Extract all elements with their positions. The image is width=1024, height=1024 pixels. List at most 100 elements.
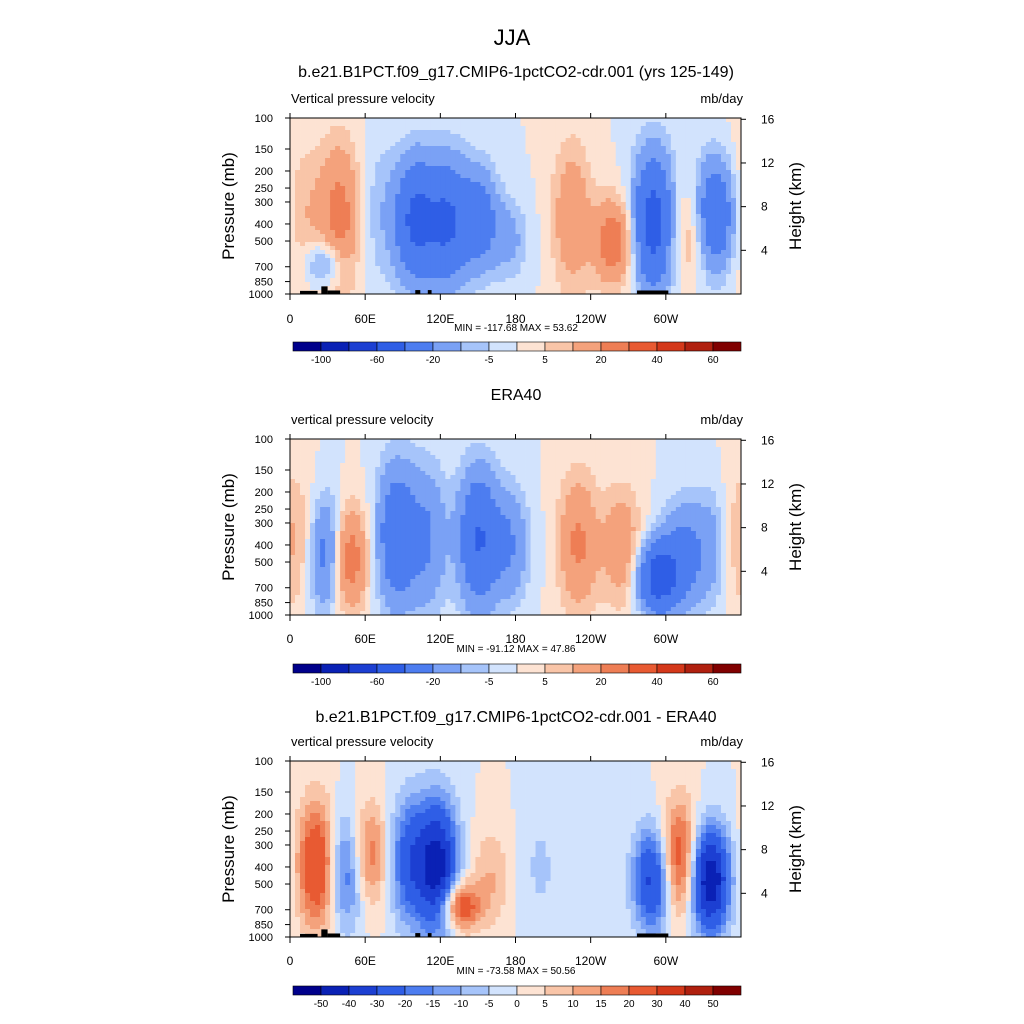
- heatmap-cell: [615, 122, 622, 127]
- heatmap-cell: [680, 158, 687, 163]
- heatmap-cell: [405, 447, 411, 452]
- heatmap-cell: [620, 234, 627, 239]
- heatmap-cell: [495, 266, 501, 271]
- heatmap-cell: [665, 186, 672, 191]
- heatmap-cell: [315, 158, 321, 163]
- heatmap-cell: [330, 194, 336, 199]
- heatmap-cell: [725, 218, 732, 223]
- heatmap-cell: [390, 250, 396, 255]
- colorbar-swatch: [572, 341, 602, 352]
- heatmap-cell: [385, 182, 391, 187]
- heatmap-cell: [355, 130, 361, 135]
- heatmap-cell: [345, 443, 351, 448]
- heatmap-cell: [330, 475, 336, 480]
- heatmap-cell: [465, 234, 471, 239]
- heatmap-cell: [625, 254, 632, 259]
- heatmap-cell: [580, 250, 587, 255]
- heatmap-cell: [310, 270, 316, 275]
- heatmap-cell: [700, 226, 707, 231]
- heatmap-cell: [345, 286, 351, 291]
- heatmap-cell: [320, 234, 326, 239]
- heatmap-cell: [715, 467, 722, 472]
- heatmap-cell: [610, 290, 617, 295]
- heatmap-cell: [520, 166, 526, 171]
- heatmap-cell: [715, 138, 722, 143]
- heatmap-cell: [695, 246, 702, 251]
- heatmap-cell: [290, 126, 296, 131]
- heatmap-cell: [370, 222, 376, 227]
- heatmap-cell: [455, 463, 461, 468]
- heatmap-cell: [635, 274, 642, 279]
- heatmap-cell: [610, 162, 617, 167]
- heatmap-cell: [415, 270, 421, 275]
- heatmap-cell: [605, 154, 612, 159]
- heatmap-cell: [675, 206, 682, 211]
- heatmap-cell: [605, 182, 612, 187]
- heatmap-cell: [515, 202, 521, 207]
- heatmap-cell: [610, 459, 617, 464]
- heatmap-cell: [400, 182, 406, 187]
- heatmap-cell: [710, 475, 717, 480]
- heatmap-cell: [660, 134, 667, 139]
- heatmap-cell: [645, 471, 652, 476]
- heatmap-cell: [315, 242, 321, 247]
- heatmap-cell: [495, 463, 501, 468]
- heatmap-cell: [345, 206, 351, 211]
- x-tick-label: 60W: [653, 312, 678, 326]
- heatmap-cell: [390, 190, 396, 195]
- heatmap-cell: [605, 138, 612, 143]
- heatmap-cell: [580, 146, 587, 151]
- heatmap-cell: [580, 202, 587, 207]
- heatmap-cell: [315, 186, 321, 191]
- heatmap-cell: [580, 230, 587, 235]
- heatmap-cell: [505, 210, 511, 215]
- heatmap-cell: [615, 238, 622, 243]
- heatmap-cell: [620, 154, 627, 159]
- heatmap-cell: [725, 210, 732, 215]
- heatmap-cell: [350, 134, 356, 139]
- heatmap-cell: [585, 447, 592, 452]
- heatmap-cell: [665, 142, 672, 147]
- heatmap-cell: [580, 246, 587, 251]
- heatmap-cell: [710, 278, 717, 283]
- heatmap-cell: [300, 451, 306, 456]
- heatmap-cell: [660, 162, 667, 167]
- heatmap-cell: [295, 234, 301, 239]
- heatmap-cell: [695, 282, 702, 287]
- heatmap-cell: [665, 138, 672, 143]
- heatmap-cell: [600, 250, 607, 255]
- heatmap-cell: [565, 459, 572, 464]
- heatmap-cell: [720, 154, 727, 159]
- heatmap-cell: [480, 150, 486, 155]
- heatmap-cell: [545, 290, 551, 295]
- heatmap-cell: [350, 439, 356, 444]
- heatmap-cell: [415, 138, 421, 143]
- heatmap-cell: [605, 226, 612, 231]
- heatmap-cell: [395, 118, 401, 123]
- heatmap-cell: [525, 138, 531, 143]
- heatmap-cell: [710, 254, 717, 259]
- heatmap-cell: [635, 238, 642, 243]
- heatmap-cell: [505, 134, 511, 139]
- heatmap-cell: [680, 467, 687, 472]
- heatmap-cell: [725, 126, 732, 131]
- heatmap-cell: [630, 126, 637, 131]
- heatmap-cell: [320, 250, 326, 255]
- heatmap-cell: [525, 214, 531, 219]
- heatmap-cell: [405, 182, 411, 187]
- heatmap-cell: [595, 166, 602, 171]
- heatmap-cell: [385, 170, 391, 175]
- heatmap-cell: [665, 463, 672, 468]
- heatmap-cell: [660, 226, 667, 231]
- heatmap-cell: [540, 186, 546, 191]
- heatmap-cell: [435, 210, 441, 215]
- heatmap-cell: [505, 198, 511, 203]
- colorbar-label: -5: [485, 355, 494, 366]
- heatmap-cell: [555, 142, 561, 147]
- heatmap-cell: [540, 134, 546, 139]
- heatmap-cell: [735, 443, 742, 448]
- heatmap-cell: [625, 455, 632, 460]
- heatmap-cell: [400, 214, 406, 219]
- heatmap-cell: [645, 118, 652, 123]
- heatmap-cell: [715, 218, 722, 223]
